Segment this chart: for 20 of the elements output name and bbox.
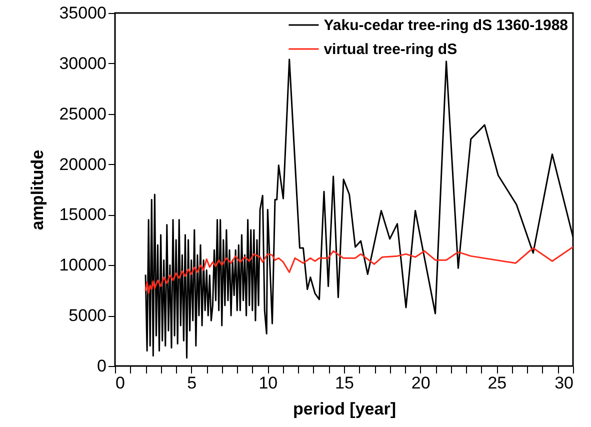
y-tick-label: 20000 (59, 154, 106, 174)
line-series (144, 246, 573, 294)
x-tick-label: 0 (116, 374, 125, 392)
y-tick-label: 0 (97, 356, 106, 376)
y-tick-label: 25000 (59, 104, 106, 124)
y-tick-label: 35000 (59, 4, 106, 22)
y-tick-label: 30000 (59, 54, 106, 73)
x-tick-label: 5 (187, 374, 197, 392)
legend-label: virtual tree-ring dS (324, 41, 458, 58)
y-axis-title: amplitude (28, 150, 48, 230)
legend-label: Yaku-cedar tree-ring dS 1360-1988 (324, 17, 568, 34)
x-tick-label: 25 (488, 374, 507, 392)
x-tick-label: 15 (335, 374, 354, 392)
x-tick-label: 20 (411, 374, 430, 392)
x-tick-label: 10 (258, 374, 278, 392)
x-axis-title: period [year] (293, 400, 396, 418)
y-tick-label: 10000 (59, 256, 106, 275)
y-tick-label: 5000 (68, 306, 106, 326)
y-tick-label: 15000 (59, 205, 106, 224)
x-tick-label: 30 (554, 374, 574, 392)
